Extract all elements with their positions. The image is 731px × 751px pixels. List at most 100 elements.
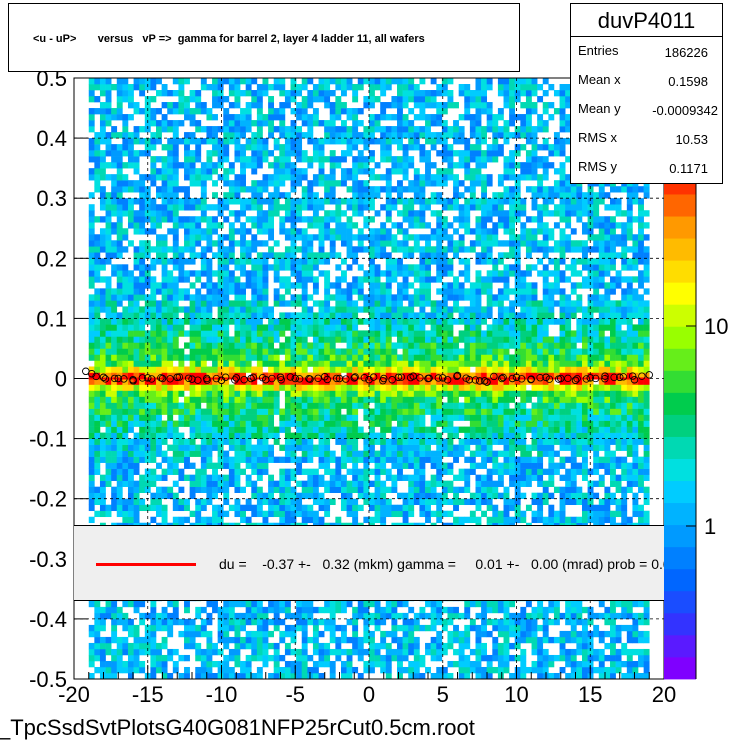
heatmap-cell: [374, 234, 381, 241]
heatmap-cell: [133, 372, 140, 379]
heatmap-cell: [212, 216, 218, 223]
heatmap-cell: [200, 432, 207, 439]
heatmap-cell: [240, 120, 246, 127]
heatmap-cell: [116, 504, 123, 512]
heatmap-cell: [94, 300, 101, 307]
heatmap-cell: [245, 228, 252, 235]
heatmap-cell: [363, 270, 370, 277]
heatmap-cell: [324, 378, 331, 385]
heatmap-cell: [156, 240, 162, 247]
heatmap-cell: [369, 300, 375, 307]
heatmap-cell: [357, 342, 364, 349]
heatmap-cell: [122, 270, 129, 277]
heatmap-cell: [156, 384, 162, 391]
heatmap-cell: [200, 204, 207, 211]
heatmap-cell: [234, 210, 241, 217]
heatmap-cell: [301, 132, 308, 139]
heatmap-cell: [105, 342, 112, 349]
heatmap-cell: [88, 222, 95, 229]
heatmap-cell: [436, 408, 443, 415]
heatmap-cell: [312, 318, 319, 325]
heatmap-cell: [413, 438, 420, 445]
heatmap-cell: [206, 174, 213, 181]
heatmap-cell: [200, 84, 207, 91]
heatmap-cell: [268, 150, 275, 157]
heatmap-cell: [318, 144, 325, 151]
heatmap-cell: [111, 600, 118, 608]
heatmap-cell: [301, 354, 308, 361]
heatmap-cell: [195, 396, 202, 403]
heatmap-cell: [397, 156, 403, 163]
heatmap-cell: [324, 660, 331, 668]
heatmap-cell: [346, 432, 353, 439]
heatmap-cell: [318, 396, 325, 403]
heatmap-cell: [307, 414, 314, 421]
heatmap-cell: [94, 234, 101, 241]
heatmap-cell: [357, 132, 364, 139]
heatmap-cell: [346, 450, 353, 457]
heatmap-cell: [116, 84, 123, 91]
heatmap-cell: [284, 204, 291, 211]
heatmap-cell: [273, 456, 280, 463]
heatmap-cell: [94, 450, 101, 457]
heatmap-cell: [268, 504, 275, 512]
heatmap-cell: [195, 642, 202, 650]
heatmap-cell: [363, 156, 370, 163]
heatmap-cell: [256, 294, 263, 301]
heatmap-cell: [150, 414, 157, 421]
heatmap-cell: [284, 288, 291, 295]
heatmap-cell: [217, 408, 224, 415]
heatmap-cell: [144, 438, 151, 445]
heatmap-cell: [430, 420, 437, 427]
heatmap-cell: [385, 654, 392, 662]
heatmap-cell: [335, 624, 342, 632]
heatmap-cell: [122, 600, 129, 608]
heatmap-cell: [441, 270, 448, 277]
heatmap-cell: [251, 396, 258, 403]
heatmap-cell: [234, 324, 241, 331]
heatmap-cell: [329, 90, 336, 97]
heatmap-cell: [189, 306, 196, 313]
heatmap-cell: [161, 354, 168, 361]
heatmap-cell: [374, 288, 381, 295]
heatmap-cell: [284, 132, 291, 139]
heatmap-cell: [352, 210, 359, 217]
heatmap-cell: [256, 186, 263, 193]
heatmap-cell: [441, 498, 448, 506]
heatmap-cell: [363, 498, 370, 506]
heatmap-cell: [184, 228, 190, 235]
heatmap-cell: [184, 276, 190, 283]
heatmap-cell: [144, 468, 151, 475]
heatmap-cell: [296, 480, 303, 487]
heatmap-cell: [156, 462, 162, 469]
heatmap-cell: [284, 408, 291, 415]
heatmap-cell: [340, 648, 347, 656]
heatmap-cell: [156, 336, 162, 343]
heatmap-cell: [413, 462, 420, 469]
heatmap-cell: [206, 294, 213, 301]
heatmap-cell: [397, 312, 403, 319]
heatmap-cell: [374, 612, 381, 620]
heatmap-cell: [296, 654, 303, 662]
heatmap-cell: [380, 504, 387, 512]
heatmap-cell: [245, 396, 252, 403]
heatmap-cell: [385, 264, 392, 271]
heatmap-cell: [200, 228, 207, 235]
heatmap-cell: [94, 78, 101, 85]
heatmap-cell: [223, 378, 230, 385]
heatmap-cell: [88, 300, 95, 307]
heatmap-cell: [111, 132, 118, 139]
heatmap-cell: [425, 168, 431, 175]
heatmap-cell: [223, 462, 230, 469]
heatmap-cell: [279, 282, 286, 289]
heatmap-cell: [340, 90, 347, 97]
heatmap-cell: [419, 186, 426, 193]
heatmap-cell: [245, 330, 252, 337]
heatmap-cell: [385, 288, 392, 295]
heatmap-cell: [116, 114, 123, 121]
heatmap-cell: [441, 264, 448, 271]
heatmap-cell: [290, 294, 297, 301]
heatmap-cell: [413, 378, 420, 385]
heatmap-cell: [116, 96, 123, 103]
heatmap-cell: [340, 672, 347, 680]
